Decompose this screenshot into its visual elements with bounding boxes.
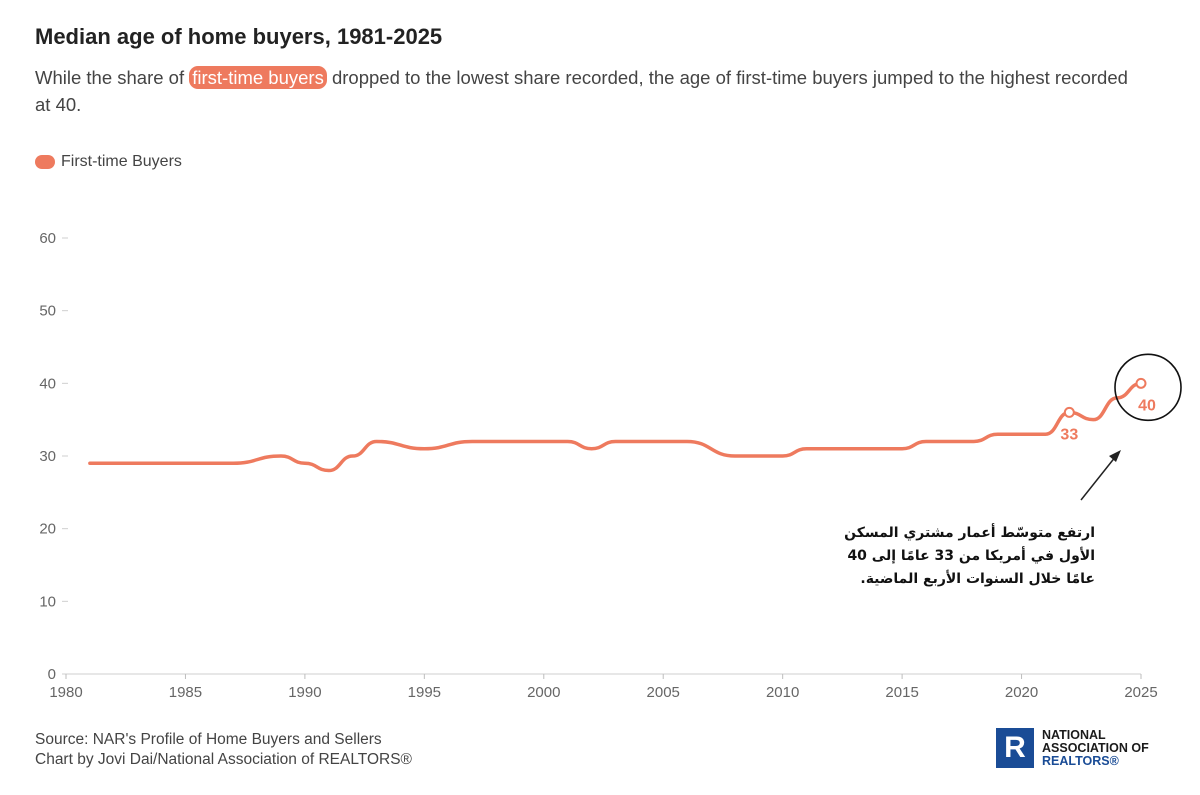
pointer-arrow-line [1080,455,1117,501]
subtitle-after: dropped to the lowest share recorded, th… [35,67,1128,115]
annotation-label: 33 [1060,426,1078,443]
logo-mark: R [996,728,1034,768]
x-tick-label: 1995 [408,684,441,701]
source-text: Source: NAR's Profile of Home Buyers and… [35,731,382,748]
chart-subtitle: While the share of first-time buyers dro… [35,64,1145,118]
x-tick-label: 2010 [766,684,799,701]
y-tick-label: 40 [39,375,56,392]
x-tick-label: 2005 [647,684,680,701]
y-tick-label: 60 [39,230,56,247]
logo-line-2: ASSOCIATION OF [1042,740,1149,755]
y-tick-label: 0 [48,666,56,683]
series-line-first-time-buyers [88,381,1143,473]
annotation-point [1063,406,1075,418]
y-tick-label: 50 [39,303,56,320]
y-tick-label: 30 [39,448,56,465]
x-tick-label: 2025 [1124,684,1157,701]
x-tick-label: 2015 [885,684,918,701]
y-tick-label: 10 [39,593,56,610]
logo-line-1: NATIONAL [1042,727,1106,742]
x-tick-label: 1990 [288,684,321,701]
subtitle-before: While the share of [35,67,190,88]
y-tick-label: 20 [39,521,56,538]
highlight-circle [1114,353,1182,422]
legend-label: First-time Buyers [61,153,182,170]
logo-line-3: REALTORS® [1042,753,1119,768]
footer: Source: NAR's Profile of Home Buyers and… [35,730,412,770]
annotation-label: 40 [1138,397,1156,414]
legend-swatch [35,155,55,169]
x-tick-label: 1980 [49,684,82,701]
x-tick-label: 2000 [527,684,560,701]
legend: First-time Buyers [35,153,182,171]
x-tick-label: 2020 [1005,684,1038,701]
nar-logo: R NATIONAL ASSOCIATION OF REALTORS® [996,728,1149,768]
logo-text: NATIONAL ASSOCIATION OF REALTORS® [1042,727,1149,768]
annotation-point [1135,377,1147,389]
pointer-arrow-head [1109,450,1121,462]
x-tick-label: 1985 [169,684,202,701]
credit-text: Chart by Jovi Dai/National Association o… [35,751,412,768]
arabic-annotation: ارتفع متوسّط أعمار مشتري المسكن الأول في… [844,525,1095,587]
chart-title: Median age of home buyers, 1981-2025 [35,24,443,49]
subtitle-highlight: first-time buyers [189,66,327,89]
